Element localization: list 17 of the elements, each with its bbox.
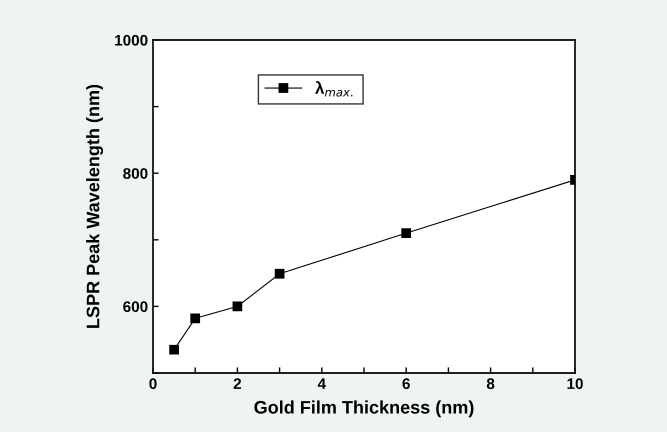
legend-label: λ$_{max.}$	[315, 81, 352, 97]
x-axis-title: Gold Film Thickness (nm)	[254, 400, 474, 418]
point	[232, 302, 242, 312]
x-tick-label: 0	[149, 378, 157, 390]
point	[401, 228, 412, 238]
y-tick-label: 1000	[115, 34, 148, 46]
x-tick-label: 10	[567, 378, 583, 390]
x-tick-label: 4	[318, 378, 326, 389]
point	[169, 344, 179, 355]
x-tick-label: 6	[402, 378, 410, 390]
point	[274, 268, 284, 279]
x-tick-label: 8	[486, 378, 494, 390]
y-tick-label: 800	[123, 168, 148, 179]
y-axis-title: LSPR Peak Wavelength (nm)	[86, 84, 104, 328]
x-tick-label: 2	[234, 378, 242, 389]
point	[190, 314, 200, 324]
y-tick-label: 600	[123, 301, 148, 312]
